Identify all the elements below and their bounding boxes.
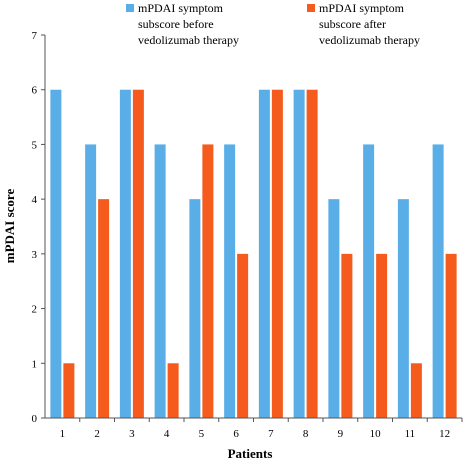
x-tick-label: 5 — [199, 428, 205, 440]
bar-series1-patient-11 — [397, 199, 409, 418]
x-tick-label: 4 — [164, 428, 170, 440]
bar-series2-patient-7 — [271, 89, 283, 418]
y-tick-label: 4 — [32, 194, 38, 206]
y-tick-label: 2 — [32, 304, 38, 316]
bar-series2-patient-8 — [306, 89, 318, 418]
y-tick-label: 1 — [32, 358, 38, 370]
bar-series2-patient-4 — [167, 363, 179, 418]
y-tick-label: 7 — [32, 30, 38, 42]
bar-series1-patient-5 — [189, 199, 201, 418]
bar-series1-patient-12 — [432, 144, 444, 418]
bar-series2-patient-11 — [410, 363, 422, 418]
bar-series2-patient-5 — [202, 144, 214, 418]
x-tick-label: 10 — [370, 428, 382, 440]
bar-series1-patient-1 — [50, 89, 62, 418]
bar-series1-patient-7 — [258, 89, 270, 418]
bar-series2-patient-6 — [237, 253, 249, 418]
bar-series1-patient-8 — [293, 89, 305, 418]
bar-series2-patient-2 — [98, 199, 110, 418]
y-tick-label: 5 — [32, 139, 38, 151]
x-tick-label: 11 — [405, 428, 416, 440]
legend-swatch-series2 — [307, 4, 315, 12]
legend-label-series1: mPDAI symptom — [138, 1, 224, 15]
legend: mPDAI symptom subscore before vedolizumab … — [126, 1, 420, 47]
bar-series1-patient-2 — [85, 144, 97, 418]
legend-label-series1: vedolizumab therapy — [138, 33, 239, 47]
legend-label-series1: subscore before — [138, 17, 214, 31]
y-axis-title: mPDAI score — [2, 189, 17, 264]
x-tick-label: 8 — [303, 428, 309, 440]
x-tick-label: 12 — [439, 428, 450, 440]
y-tick-label: 6 — [32, 85, 38, 97]
x-tick-label: 9 — [338, 428, 344, 440]
x-tick-label: 7 — [268, 428, 274, 440]
x-ticks: 1 2 3 4 5 6 7 8 9 10 11 12 — [60, 418, 463, 440]
legend-label-series2: subscore after — [319, 17, 386, 31]
bar-series1-patient-10 — [363, 144, 375, 418]
x-tick-label: 1 — [60, 428, 66, 440]
legend-label-series2: vedolizumab therapy — [319, 33, 420, 47]
bar-series2-patient-12 — [445, 253, 457, 418]
bar-series2-patient-10 — [376, 253, 388, 418]
x-tick-label: 3 — [129, 428, 135, 440]
bar-series2-patient-1 — [63, 363, 75, 418]
y-tick-label: 3 — [32, 249, 38, 261]
bar-series1-patient-9 — [328, 199, 340, 418]
bar-series1-patient-3 — [119, 89, 131, 418]
bars — [50, 89, 457, 418]
x-tick-label: 6 — [233, 428, 239, 440]
bar-series1-patient-4 — [154, 144, 166, 418]
legend-label-series2: mPDAI symptom — [319, 1, 405, 15]
bar-series1-patient-6 — [224, 144, 236, 418]
y-tick-label: 0 — [32, 413, 38, 425]
legend-swatch-series1 — [126, 4, 134, 12]
y-ticks: 0 1 2 3 4 5 6 7 — [32, 30, 45, 425]
x-tick-label: 2 — [94, 428, 100, 440]
x-axis-title: Patients — [228, 446, 273, 461]
bar-series2-patient-3 — [132, 89, 144, 418]
bar-series2-patient-9 — [341, 253, 353, 418]
